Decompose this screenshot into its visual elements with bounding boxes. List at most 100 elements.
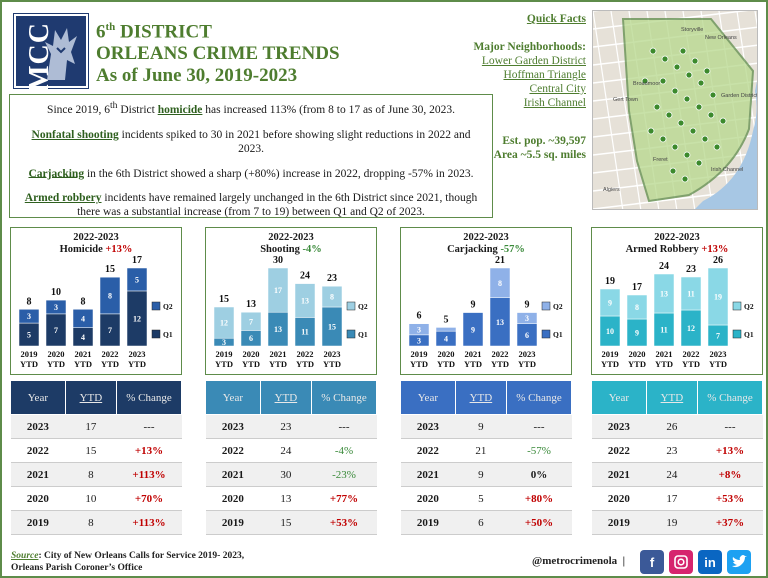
bar-label-q2: 3 [417, 325, 421, 334]
table-header-cell: Year [591, 380, 647, 415]
table-cell: +8% [697, 462, 763, 487]
bar-label-q1: 10 [606, 327, 614, 336]
incident-marker [659, 77, 667, 85]
bar-label-q1: 9 [635, 329, 639, 338]
table-cell: +113% [116, 462, 182, 487]
table-row: 2020 17 +53% [591, 486, 763, 511]
neighborhood-list: Lower Garden District Hoffman Triangle Cen… [454, 54, 586, 110]
bar-label-q2: 12 [220, 319, 228, 328]
bar-label-q2: 8 [498, 279, 502, 288]
bar-label-q2: 13 [301, 297, 309, 306]
incident-marker [713, 143, 721, 151]
table-cell: +37% [697, 510, 763, 535]
legend-label-q1: Q1 [744, 330, 754, 339]
incident-marker [649, 47, 657, 55]
neighborhoods-label: Major Neighborhoods: [473, 41, 586, 53]
legend-swatch-q2 [346, 301, 356, 311]
table-cell: 24 [646, 462, 698, 487]
map-label: Freret [653, 157, 668, 163]
table-cell: 19 [646, 510, 698, 535]
table-cell: 13 [260, 486, 312, 511]
legend-label-q2: Q2 [553, 302, 563, 311]
map-label: Irish Channel [711, 167, 743, 173]
map-street [736, 11, 757, 149]
table-cell: 2021 [10, 462, 66, 487]
x-tick-year: 2022 [102, 349, 119, 359]
incident-marker [689, 127, 697, 135]
map-street [593, 11, 624, 209]
population: Est. pop. ~39,597 [502, 135, 586, 147]
table-cell: 2022 [10, 438, 66, 463]
quick-facts-heading[interactable]: Quick Facts [526, 13, 586, 25]
legend-swatch-q1 [541, 329, 551, 339]
bar-q2 [213, 306, 235, 339]
table-cell: 15 [65, 438, 117, 463]
bar-q2 [516, 312, 538, 324]
table-cell: --- [116, 414, 182, 439]
bar-label-q1: 9 [471, 325, 475, 334]
neighborhood-link[interactable]: Hoffman Triangle [503, 69, 586, 81]
table-cell: 17 [65, 414, 117, 439]
legend-swatch-q1 [346, 329, 356, 339]
area: Area ~5.5 sq. miles [493, 149, 586, 161]
stacked-bar-chart: 109192019YTD98172020YTD1113242021YTD1211… [599, 255, 754, 369]
x-tick-year: 2023 [324, 349, 341, 359]
x-tick-ytd: YTD [101, 359, 119, 369]
bar-total: 24 [300, 271, 310, 282]
linkedin-icon[interactable]: in [698, 550, 722, 574]
bar-q2 [408, 323, 430, 336]
x-tick-ytd: YTD [74, 359, 92, 369]
table-cell: +70% [116, 486, 182, 511]
x-tick-ytd: YTD [628, 359, 646, 369]
table-cell: -4% [311, 438, 377, 463]
table-row: 2019 8 +113% [10, 510, 182, 535]
table-cell: 2020 [400, 486, 456, 511]
social-handle[interactable]: @metrocrimenola | [532, 555, 626, 567]
incident-marker [697, 79, 705, 87]
chart-title: 2022-2023 Armed Robbery +13% [625, 232, 729, 255]
incident-marker [653, 103, 661, 111]
instagram-icon[interactable] [669, 550, 693, 574]
map-label: Garden District [721, 93, 758, 99]
table-header-cell: % Change [506, 380, 572, 415]
incident-marker [677, 119, 685, 127]
source-note: Source: City of New Orleans Calls for Se… [11, 550, 244, 574]
incident-marker [681, 175, 689, 183]
ytd-table: Year YTD% Change 2023 23 --- 2022 24 -4% 2021 30-… [205, 380, 377, 535]
bar-total: 15 [105, 264, 115, 275]
table-cell: -23% [311, 462, 377, 487]
legend-label-q1: Q1 [163, 330, 173, 339]
x-tick-ytd: YTD [518, 359, 536, 369]
x-tick-ytd: YTD [601, 359, 619, 369]
district-boundary [621, 18, 755, 203]
bar-label-q2: 19 [714, 293, 722, 302]
table-row: 2022 24 -4% [205, 438, 377, 463]
table-cell: 2019 [400, 510, 456, 535]
summary-paragraph: Carjacking in the 6th District showed a … [28, 167, 474, 180]
table-row: 2020 13 +77% [205, 486, 377, 511]
neighborhood-link[interactable]: Central City [529, 83, 586, 95]
table-row: 2021 24 +8% [591, 462, 763, 487]
table-cell: +53% [311, 510, 377, 535]
bar-q2 [267, 267, 289, 313]
x-tick-year: 2019 [602, 349, 619, 359]
neighborhood-link[interactable]: Lower Garden District [481, 55, 586, 67]
table-cell: 2021 [400, 462, 456, 487]
facebook-icon[interactable]: f [640, 550, 664, 574]
river [695, 81, 757, 209]
neighborhood-link[interactable]: Irish Channel [523, 97, 586, 109]
bar-label-q2: 8 [108, 292, 112, 301]
table-cell: 21 [455, 438, 507, 463]
table-cell: +53% [697, 486, 763, 511]
stacked-bar-chart: 3362019YTD452020YTD992021YTD138212022YTD… [408, 255, 563, 369]
x-tick-year: 2021 [656, 349, 673, 359]
table-cell: 9 [455, 462, 507, 487]
x-tick-year: 2022 [683, 349, 700, 359]
legend-swatch-q2 [151, 301, 161, 311]
table-cell: 15 [260, 510, 312, 535]
bar-label-q2: 17 [274, 286, 282, 295]
incident-marker [703, 67, 711, 75]
table-cell: 2020 [10, 486, 66, 511]
twitter-icon[interactable] [727, 550, 751, 574]
